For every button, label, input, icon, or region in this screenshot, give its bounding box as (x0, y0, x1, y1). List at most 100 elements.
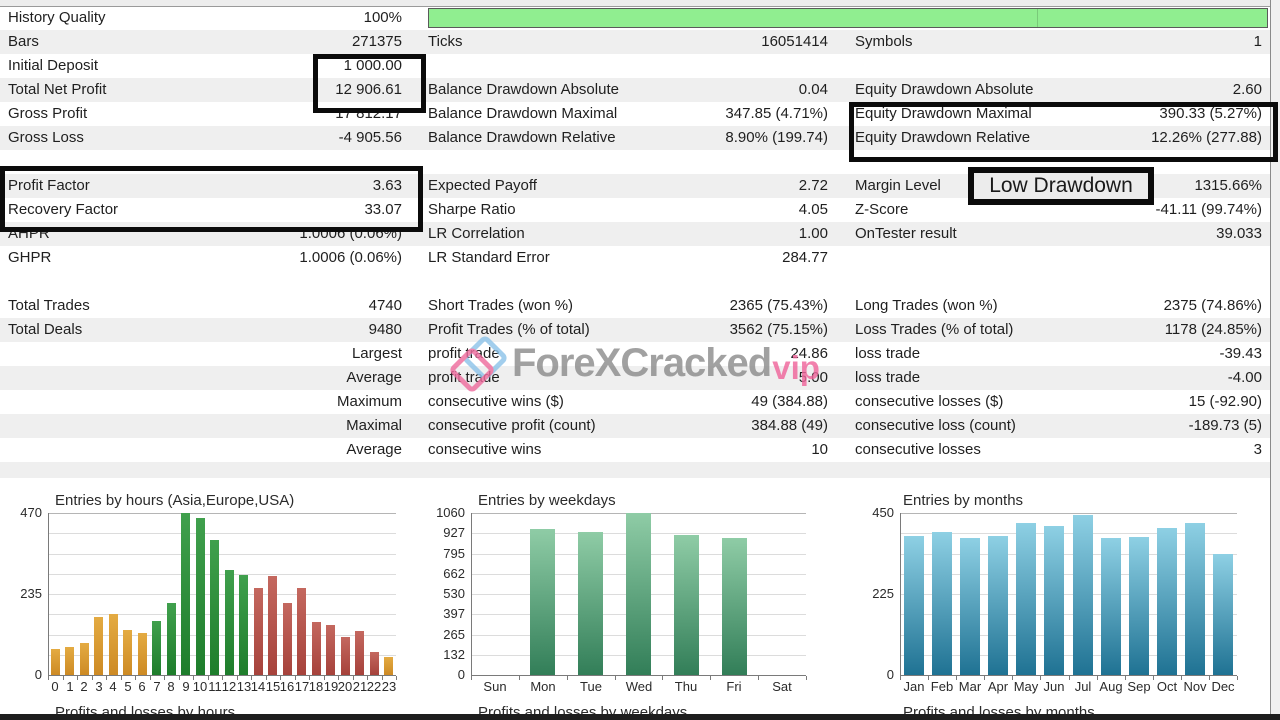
stat-label: AHPR (8, 225, 50, 242)
table-separator-band (0, 462, 1270, 478)
stat-cell: Recovery Factor 33.07 (0, 198, 410, 222)
stat-label: GHPR (8, 249, 52, 266)
stat-label: LR Standard Error (428, 249, 550, 266)
bar-19 (326, 625, 335, 675)
x-axis-tick (295, 676, 296, 680)
x-axis-tick (106, 676, 107, 680)
bar-Tue (578, 532, 603, 675)
x-axis-tick (806, 676, 807, 680)
bar-14 (254, 588, 263, 675)
x-tick-label: 21 (352, 679, 368, 694)
stat-value: 8.90% (199.74) (725, 129, 828, 146)
stat-label: Initial Deposit (8, 57, 99, 74)
stat-label: Profit Factor (8, 177, 90, 194)
x-tick-label: 22 (366, 679, 382, 694)
y-tick-label: 132 (443, 647, 465, 662)
stat-cell: Average (0, 366, 410, 390)
stat-cell: Gross Loss -4 905.56 (0, 126, 410, 150)
table-row: Total Deals 9480 Profit Trades (% of total… (0, 318, 1270, 342)
stat-label: loss trade (855, 345, 921, 362)
stat-cell: loss trade -4.00 (836, 366, 1270, 390)
stat-value: 1 000.00 (343, 57, 402, 74)
stat-label: Total Net Profit (8, 81, 107, 98)
x-axis-tick (1237, 676, 1238, 680)
bar-Apr (988, 536, 1008, 675)
stat-cell: Largest (0, 342, 410, 366)
stat-cell: Equity Drawdown Maximal 390.33 (5.27%) (836, 102, 1270, 126)
x-axis-tick (338, 676, 339, 680)
stat-cell: Balance Drawdown Relative 8.90% (199.74) (410, 126, 836, 150)
bar-Thu (674, 535, 699, 675)
x-axis (48, 675, 396, 676)
stat-label: Balance Drawdown Maximal (428, 105, 618, 122)
bar-3 (94, 617, 103, 675)
stat-cell (836, 246, 1270, 270)
stat-value: 1 (1253, 33, 1262, 50)
x-tick-label: Feb (930, 679, 954, 694)
bar-17 (297, 588, 306, 675)
stat-value: 1178 (24.85%) (1164, 321, 1262, 338)
stat-label: Symbols (855, 33, 913, 50)
stat-value: 100% (363, 9, 402, 26)
table-row: Average profit trade 5.00 loss trade -4.00 (0, 366, 1270, 390)
window-right-edge (1270, 0, 1280, 720)
bottom-edge-bar (0, 714, 1280, 720)
stat-cell: Profit Trades (% of total) 3562 (75.15%) (410, 318, 836, 342)
stat-value: 16051414 (761, 33, 828, 50)
window-top-edge (0, 0, 1280, 7)
stat-value: 1.0006 (0.06%) (299, 225, 402, 242)
stat-value: -39.43 (1219, 345, 1262, 362)
stat-value: -4 905.56 (338, 129, 402, 146)
stat-value: 390.33 (5.27%) (1159, 105, 1262, 122)
x-axis-tick (222, 676, 223, 680)
x-axis-tick (309, 676, 310, 680)
stat-cell (410, 54, 836, 78)
stat-cell: OnTester result 39.033 (836, 222, 1270, 246)
x-axis (471, 675, 806, 676)
y-axis (471, 513, 472, 675)
stat-label: consecutive wins (428, 441, 542, 458)
x-axis-tick (48, 676, 49, 680)
stat-value: 2375 (74.86%) (1163, 297, 1262, 314)
y-tick-label: 0 (34, 667, 42, 682)
x-tick-label: 4 (109, 679, 117, 694)
x-tick-label: Tue (580, 679, 602, 694)
gridline (900, 513, 1237, 514)
x-tick-label: Thu (674, 679, 698, 694)
x-axis-tick (164, 676, 165, 680)
y-tick-label: 397 (443, 606, 465, 621)
x-tick-label: 20 (337, 679, 353, 694)
stat-cell: Sharpe Ratio 4.05 (410, 198, 836, 222)
x-axis-tick (1125, 676, 1126, 680)
stat-cell: profit trade 24.86 (410, 342, 836, 366)
stat-value: 2.72 (798, 177, 828, 194)
x-axis-tick (280, 676, 281, 680)
stat-value: 3 (1253, 441, 1262, 458)
stat-label: Gross Loss (8, 129, 84, 146)
x-axis-tick (471, 676, 472, 680)
stat-cell: consecutive wins 10 (410, 438, 836, 462)
stat-label: consecutive wins ($) (428, 393, 564, 410)
chart-title-months: Entries by months (903, 492, 1024, 509)
x-axis-tick (662, 676, 663, 680)
y-tick-label: 927 (443, 525, 465, 540)
stat-label: Loss Trades (% of total) (855, 321, 1014, 338)
stat-value: 1.00 (798, 225, 828, 242)
stat-cell: consecutive wins ($) 49 (384.88) (410, 390, 836, 414)
stat-label: Profit Trades (% of total) (428, 321, 590, 338)
bar-6 (138, 633, 147, 675)
bar-Jul (1073, 515, 1093, 675)
bar-13 (239, 575, 248, 675)
bar-Fri (722, 538, 747, 675)
table-row: History Quality 100% (0, 6, 1270, 30)
stat-value: 384.88 (49) (751, 417, 828, 434)
stat-cell: GHPR 1.0006 (0.06%) (0, 246, 410, 270)
stat-value: Maximum (336, 393, 402, 410)
stat-value: Average (346, 441, 402, 458)
stat-label: Z-Score (855, 201, 909, 218)
table-row: Maximal consecutive profit (count) 384.88 … (0, 414, 1270, 438)
progress-segment-divider (1037, 9, 1038, 27)
stat-cell: Z-Score -41.11 (99.74%) (836, 198, 1270, 222)
stat-value: -189.73 (5) (1188, 417, 1262, 434)
table-row: Total Net Profit 12 906.61 Balance Drawdow… (0, 78, 1270, 102)
